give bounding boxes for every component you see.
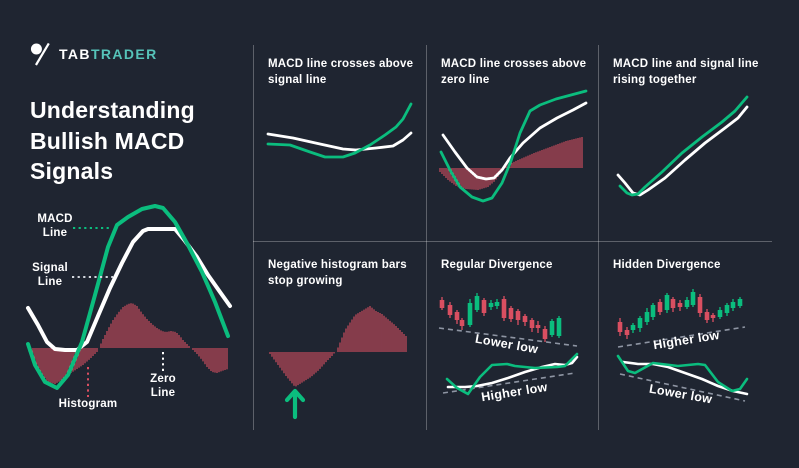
- divider-vertical-2: [426, 45, 427, 430]
- zero-line-label: Zero Line: [150, 373, 176, 400]
- histogram-label: Histogram: [58, 398, 118, 410]
- panel-cross-above-signal: MACD line crosses above signal line: [253, 40, 426, 241]
- panel-heading: Hidden Divergence: [613, 259, 721, 271]
- panel-heading: MACD line and signal line rising togethe…: [613, 58, 759, 87]
- tabtrader-logo-icon: [30, 42, 50, 66]
- panel-chart-svg: [269, 306, 407, 420]
- divider-horizontal: [253, 241, 772, 242]
- page-title: Understanding Bullish MACD Signals: [30, 97, 195, 185]
- panel-hidden-divergence: Hidden Divergence Higher low Lower low: [598, 241, 799, 430]
- main-macd-chart-svg: [26, 204, 232, 397]
- divider-vertical-3: [598, 45, 599, 430]
- signal-line-label: Signal Line: [32, 262, 68, 289]
- main-macd-chart: [15, 190, 240, 425]
- svg-text:Lower low: Lower low: [648, 382, 713, 407]
- brand-name: TABTRADER: [59, 46, 158, 62]
- brand-name-primary: TAB: [59, 46, 91, 62]
- panel-heading: Negative histogram bars stop growing: [268, 259, 407, 288]
- panel-regular-divergence: Regular Divergence Lower low Higher low: [426, 241, 598, 430]
- divider-vertical-1: [253, 45, 254, 430]
- panel-chart-svg: Higher low Lower low: [616, 289, 749, 407]
- panel-chart-svg: [616, 95, 749, 197]
- panel-heading: MACD line crosses above zero line: [441, 58, 587, 87]
- panel-chart-svg: [266, 102, 413, 159]
- brand-logo: TABTRADER: [30, 42, 158, 66]
- panel-heading: Regular Divergence: [441, 259, 553, 271]
- macd-line-label: MACD Line: [37, 213, 73, 240]
- svg-text:Higher low: Higher low: [652, 328, 720, 352]
- panel-chart-svg: [439, 89, 588, 203]
- panel-heading: MACD line crosses above signal line: [268, 58, 414, 87]
- svg-text:Lower low: Lower low: [474, 332, 539, 357]
- panel-histogram-stops-growing: Negative histogram bars stop growing: [253, 241, 426, 430]
- brand-name-secondary: TRADER: [90, 46, 158, 62]
- panel-cross-above-zero: MACD line crosses above zero line: [426, 40, 598, 241]
- panel-rising-together: MACD line and signal line rising togethe…: [598, 40, 799, 241]
